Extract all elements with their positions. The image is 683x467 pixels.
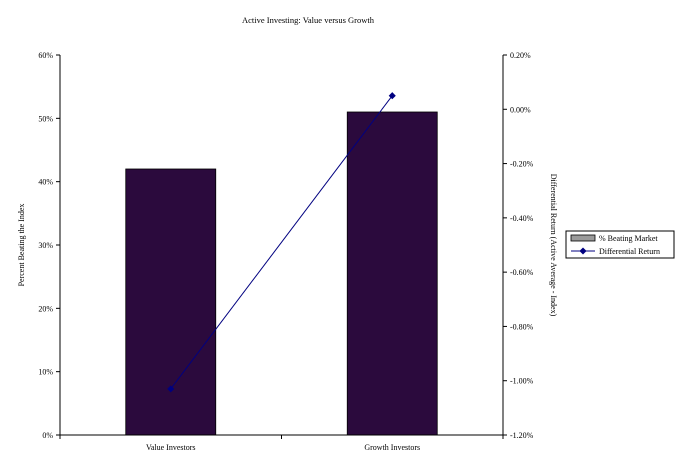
y-right-tick-label: -0.40% [510, 214, 534, 223]
y-right-tick-label: 0.20% [510, 51, 531, 60]
y-right-tick-label: -1.00% [510, 377, 534, 386]
bars-layer [125, 111, 438, 436]
legend-swatch-bar [570, 234, 596, 242]
legend-label-bar: % Beating Market [599, 234, 658, 243]
legend-label-line: Differential Return [599, 247, 660, 256]
axes-layer: 0% 10% 20% 30% 40% 50% 60% -1.20% -1.00% -0.80% -0… [38, 51, 533, 452]
y-right-tick-label: -0.20% [510, 160, 534, 169]
bar [125, 168, 217, 436]
y-right-tick-label: 0.00% [510, 105, 531, 114]
y-left-tick-label: 10% [38, 368, 53, 377]
line-point [167, 385, 175, 393]
y-left-tick-label: 40% [38, 178, 53, 187]
line-point [388, 92, 396, 100]
y-left-tick-label: 60% [38, 51, 53, 60]
legend-swatch-marker [579, 247, 587, 255]
y-left-tick-label: 50% [38, 114, 53, 123]
chart-title: Active Investing: Value versus Growth [242, 15, 375, 25]
legend: % Beating Market Differential Return [565, 230, 675, 259]
differential-return-line [170, 95, 393, 390]
y-right-tick-label: -0.60% [510, 268, 534, 277]
y-right-tick-label: -0.80% [510, 322, 534, 331]
y-left-tick-label: 0% [42, 431, 53, 440]
x-tick-label: Growth Investors [364, 443, 420, 452]
y-left-tick-label: 20% [38, 304, 53, 313]
y-axis-right-title: Differential Return (Active Average - In… [549, 174, 558, 317]
y-left-tick-label: 30% [38, 241, 53, 250]
y-axis-left-title: Percent Beating the Index [17, 204, 26, 287]
y-right-tick-label: -1.20% [510, 431, 534, 440]
bar [346, 111, 438, 436]
line-layer [167, 92, 396, 393]
x-tick-label: Value Investors [146, 443, 196, 452]
